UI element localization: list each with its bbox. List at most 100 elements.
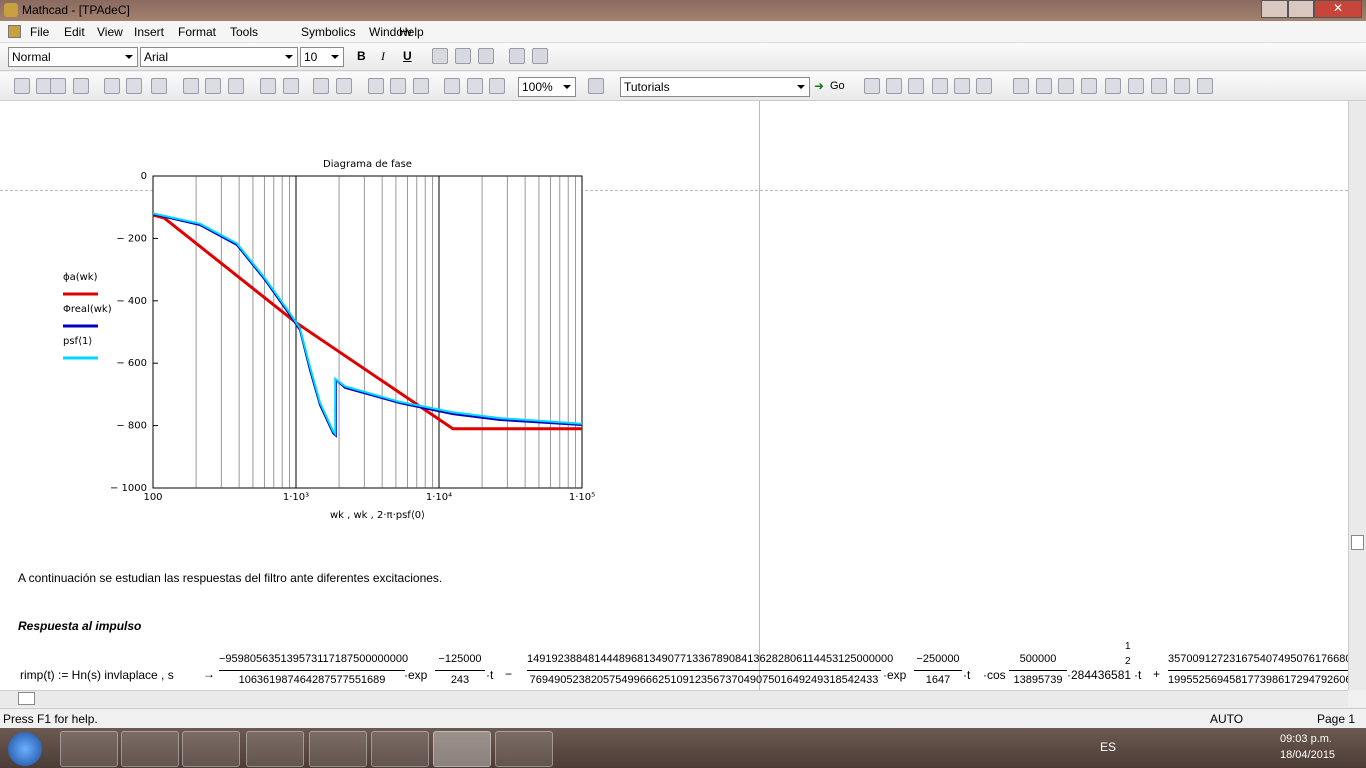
window-task[interactable] [309, 731, 367, 767]
zoom-combo[interactable]: 100% [518, 77, 576, 97]
scroll-thumb[interactable] [1351, 535, 1364, 550]
help-button[interactable] [588, 78, 604, 94]
media-task[interactable] [121, 731, 179, 767]
align-right[interactable] [478, 48, 494, 64]
toolbar-button[interactable] [313, 78, 329, 94]
x-tick-label: 100 [143, 492, 162, 503]
toolbar-button[interactable] [104, 78, 120, 94]
toolbar-button[interactable] [908, 78, 924, 94]
mathcad-task[interactable] [433, 731, 491, 767]
toolbar-button[interactable] [368, 78, 384, 94]
eq-fraction-bar [219, 670, 405, 671]
toolbar-button[interactable] [1105, 78, 1121, 94]
toolbar-button[interactable] [1174, 78, 1190, 94]
toolbar-button[interactable] [444, 78, 460, 94]
bullets[interactable] [509, 48, 525, 64]
x-tick-label: 1·10⁵ [569, 492, 595, 503]
y-tick-label: − 200 [116, 233, 147, 244]
eq-term: − [505, 667, 513, 681]
menu-item[interactable]: Edit [64, 25, 85, 39]
size-combo[interactable]: 10 [300, 47, 344, 67]
menu-item[interactable]: Format [178, 25, 217, 39]
underline-button[interactable]: U [403, 49, 412, 63]
toolbar-button[interactable] [205, 78, 221, 94]
toolbar-button[interactable] [1128, 78, 1144, 94]
horizontal-scrollbar[interactable] [0, 690, 1348, 707]
eq-fraction-bar [1009, 670, 1067, 671]
toolbar-button[interactable] [126, 78, 142, 94]
toolbar-button[interactable] [1058, 78, 1074, 94]
toolbar-button[interactable] [1036, 78, 1052, 94]
toolbar-button[interactable] [976, 78, 992, 94]
toolbar-button[interactable] [14, 78, 30, 94]
menu-item[interactable]: Symbolics [301, 25, 356, 39]
toolbar-button[interactable] [283, 78, 299, 94]
eq-term: 2 [1125, 656, 1131, 667]
paint-task[interactable] [495, 731, 553, 767]
font-combo[interactable]: Arial [140, 47, 298, 67]
go-icon: ➜ [814, 79, 825, 93]
toolbar-button[interactable] [336, 78, 352, 94]
eq-numerator: −959805635139573117187500000000 [219, 653, 409, 665]
restore-button[interactable] [1288, 0, 1314, 18]
bold-button[interactable]: B [357, 49, 366, 63]
clock-date[interactable]: 18/04/2015 [1280, 749, 1336, 761]
toolbar-button[interactable] [886, 78, 902, 94]
y-tick-label: − 400 [116, 296, 147, 307]
menu-item[interactable]: File [30, 25, 50, 39]
eq-term: ·t [963, 668, 971, 682]
toolbar-button[interactable] [151, 78, 167, 94]
toolbar-button[interactable] [1081, 78, 1097, 94]
numbering[interactable] [532, 48, 548, 64]
menu-item[interactable]: Window [369, 25, 412, 39]
vertical-scrollbar[interactable] [1348, 101, 1366, 690]
legend-label: psf⟨1⟩ [63, 336, 92, 347]
align-center[interactable] [455, 48, 471, 64]
toolbar-button[interactable] [1013, 78, 1029, 94]
toolbar-button[interactable] [183, 78, 199, 94]
eq-denominator: 199552569458177398617294792606 [1168, 674, 1348, 686]
toolbar-button[interactable] [1197, 78, 1213, 94]
eq-numerator: −250000 [916, 653, 960, 665]
menu-item[interactable]: Insert [134, 25, 165, 39]
start-button[interactable] [8, 732, 42, 766]
toolbar-button[interactable] [260, 78, 276, 94]
align-left[interactable] [432, 48, 448, 64]
toolbar-button[interactable] [413, 78, 429, 94]
chrome-task[interactable] [182, 731, 240, 767]
go-button[interactable]: Go [830, 80, 845, 92]
doc-icon [8, 25, 21, 38]
notes-task[interactable] [246, 731, 304, 767]
eq-denominator: 106361987464287577551689 [238, 674, 386, 686]
close-button[interactable]: ✕ [1314, 0, 1362, 18]
toolbar-button[interactable] [864, 78, 880, 94]
style-combo[interactable]: Normal [8, 47, 138, 67]
toolbar-button[interactable] [50, 78, 66, 94]
formatting-toolbar: Normal Arial 10 B I U [0, 43, 1366, 71]
toolbar-button[interactable] [228, 78, 244, 94]
math-icon-row [860, 72, 1220, 100]
minimize-button[interactable] [1261, 0, 1288, 18]
scroll-thumb[interactable] [18, 692, 35, 705]
toolbar-button[interactable] [1151, 78, 1167, 94]
language[interactable]: ES [1100, 740, 1117, 754]
page-boundary [759, 101, 760, 690]
menu-item[interactable]: View [97, 25, 123, 39]
explorer-task[interactable] [60, 731, 118, 767]
toolbar-button[interactable] [390, 78, 406, 94]
toolbar-button[interactable] [954, 78, 970, 94]
italic-button[interactable]: I [381, 49, 385, 63]
toolbar-button[interactable] [489, 78, 505, 94]
clock-time[interactable]: 09:03 p.m. [1280, 733, 1332, 745]
toolbar-button[interactable] [932, 78, 948, 94]
taskbar: ES 09:03 p.m. 18/04/2015 [0, 728, 1366, 768]
toolbar-button[interactable] [467, 78, 483, 94]
pdf-task[interactable] [371, 731, 429, 767]
resources-combo[interactable]: Tutorials [620, 77, 810, 97]
menu-item[interactable]: Help [399, 25, 424, 39]
menu-item[interactable]: Tools [230, 25, 259, 39]
eq-term: ·t [1134, 668, 1142, 682]
eq-term: ·exp [404, 668, 428, 682]
toolbar-button[interactable] [73, 78, 89, 94]
